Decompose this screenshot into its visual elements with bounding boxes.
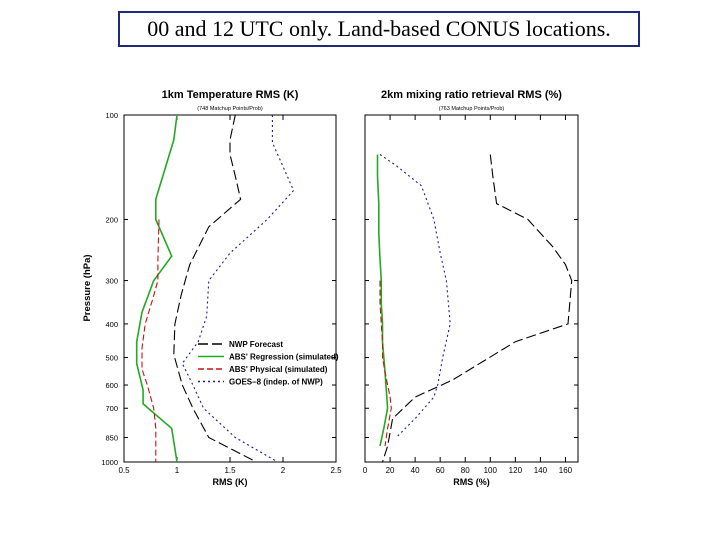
y-tick-label: 200 bbox=[105, 215, 118, 224]
series-line-nwp bbox=[381, 154, 573, 463]
x-axis-label: RMS (K) bbox=[213, 477, 248, 487]
y-tick-label: 1000 bbox=[101, 458, 118, 467]
x-tick-label: 40 bbox=[411, 466, 420, 475]
series-line-goes bbox=[181, 115, 295, 463]
x-tick-label: 2.5 bbox=[330, 466, 342, 475]
x-tick-label: 80 bbox=[461, 466, 470, 475]
mixing-ratio-rms-chart: 2km mixing ratio retrieval RMS (%) (763 M… bbox=[363, 89, 579, 487]
x-tick-label: 20 bbox=[386, 466, 395, 475]
y-tick-label: 500 bbox=[105, 354, 118, 363]
chart-subtitle: (748 Matchup Points/Prob) bbox=[197, 106, 263, 112]
y-tick-label: 100 bbox=[105, 111, 118, 120]
legend-label: ABS' Physical (simulated) bbox=[229, 365, 328, 374]
chart-subtitle: (763 Matchup Points/Prob) bbox=[439, 106, 505, 112]
legend-label: NWP Forecast bbox=[229, 340, 283, 349]
x-tick-label: 140 bbox=[534, 466, 548, 475]
plot-frame bbox=[123, 114, 337, 463]
series-line-physical bbox=[379, 280, 392, 447]
chart-title: 1km Temperature RMS (K) bbox=[162, 89, 299, 101]
x-axis-label: RMS (%) bbox=[453, 477, 490, 487]
x-tick-label: 160 bbox=[559, 466, 573, 475]
x-tick-label: 120 bbox=[509, 466, 523, 475]
plot-frame bbox=[364, 114, 579, 463]
series-line-goes bbox=[379, 154, 451, 438]
series-line-nwp bbox=[173, 114, 257, 463]
y-tick-label: 850 bbox=[105, 434, 118, 443]
x-tick-label: 100 bbox=[484, 466, 498, 475]
x-tick-label: 2 bbox=[281, 466, 286, 475]
x-tick-label: 0.5 bbox=[118, 466, 130, 475]
y-axis-label: Pressure (hPa) bbox=[82, 254, 93, 321]
y-tick-label: 400 bbox=[105, 320, 118, 329]
y-tick-label: 700 bbox=[105, 404, 118, 413]
legend-label: ABS' Regression (simulated) bbox=[229, 353, 339, 362]
legend-label: GOES–8 (indep. of NWP) bbox=[229, 378, 323, 387]
banner-title: 00 and 12 UTC only. Land-based CONUS loc… bbox=[118, 11, 640, 47]
x-tick-label: 0 bbox=[363, 466, 368, 475]
series-line-regression bbox=[376, 154, 389, 447]
chart-title: 2km mixing ratio retrieval RMS (%) bbox=[381, 89, 562, 101]
x-tick-label: 60 bbox=[436, 466, 445, 475]
series-line-regression bbox=[135, 114, 178, 463]
y-tick-label: 300 bbox=[105, 277, 118, 286]
series-line-physical bbox=[141, 219, 160, 462]
x-tick-label: 1.5 bbox=[224, 466, 236, 475]
y-tick-label: 600 bbox=[105, 381, 118, 390]
x-tick-label: 1 bbox=[175, 466, 180, 475]
temperature-rms-chart: 1km Temperature RMS (K) (748 Matchup Poin… bbox=[82, 89, 342, 487]
